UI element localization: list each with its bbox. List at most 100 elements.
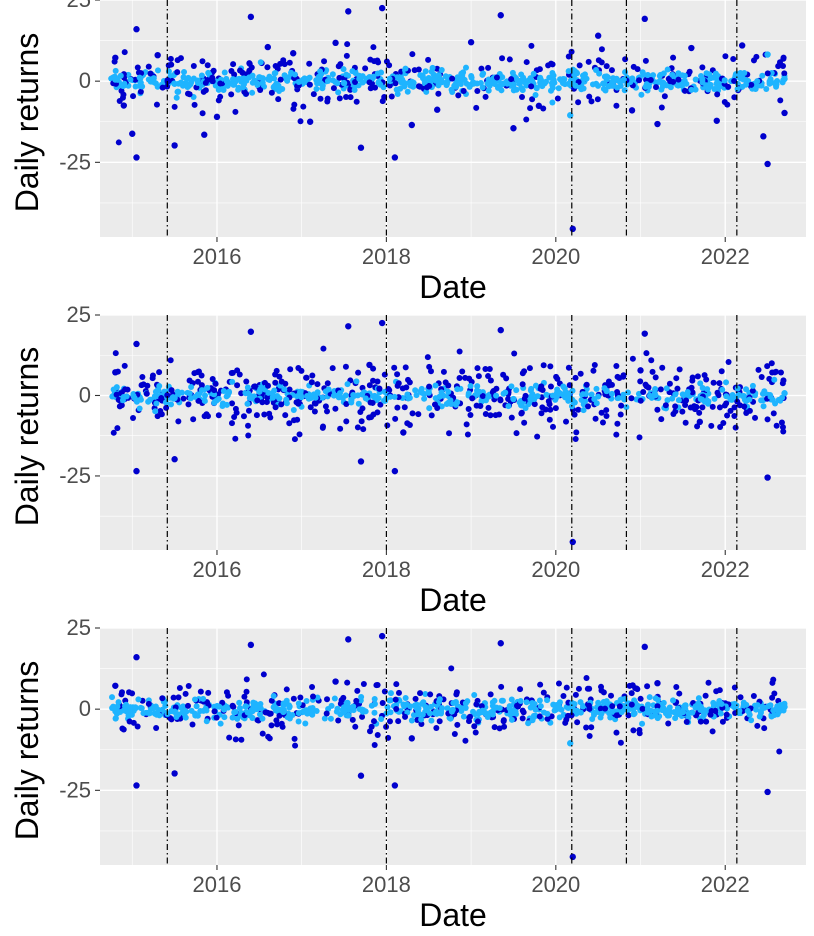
noise-point	[602, 705, 609, 712]
data-point	[781, 703, 788, 711]
data-point	[256, 74, 263, 81]
x-tick-label: 2018	[362, 557, 411, 582]
noise-point	[209, 376, 216, 383]
noise-point	[135, 696, 142, 703]
noise-point	[694, 373, 701, 380]
noise-point	[426, 82, 433, 89]
noise-point	[387, 690, 394, 697]
noise-point	[386, 718, 393, 725]
noise-point	[546, 416, 553, 423]
noise-point	[674, 385, 681, 392]
noise-point	[198, 387, 205, 394]
noise-point	[278, 401, 285, 408]
data-point	[567, 112, 574, 119]
data-point	[510, 395, 517, 403]
panel-3: 25 0 -25 2016 2018 2020 2022 Date Daily returns	[9, 615, 806, 933]
noise-point	[153, 400, 160, 407]
noise-point	[323, 710, 330, 717]
noise-point	[194, 80, 201, 87]
noise-point	[673, 375, 680, 382]
noise-point	[184, 84, 191, 91]
noise-point	[204, 384, 211, 391]
noise-point	[199, 110, 206, 117]
noise-point	[115, 139, 122, 146]
noise-point	[593, 385, 600, 392]
noise-point	[575, 406, 582, 413]
noise-point	[639, 69, 646, 76]
noise-point	[462, 737, 469, 744]
noise-point	[482, 410, 489, 417]
noise-point	[508, 383, 515, 390]
noise-point	[241, 693, 248, 700]
noise-point	[344, 699, 351, 706]
noise-point	[654, 715, 661, 722]
noise-point	[695, 695, 702, 702]
noise-point	[425, 56, 432, 63]
noise-point	[387, 393, 394, 400]
noise-point	[176, 685, 183, 692]
noise-point	[547, 383, 554, 390]
noise-point	[357, 697, 364, 704]
noise-point	[313, 85, 320, 92]
noise-point	[476, 388, 483, 395]
noise-point	[676, 366, 683, 373]
noise-point	[374, 732, 381, 739]
x-tick-label: 2016	[192, 872, 241, 897]
noise-point	[394, 74, 401, 81]
noise-point	[180, 704, 187, 711]
series-1	[112, 319, 771, 546]
data-point	[628, 107, 636, 114]
noise-point	[327, 715, 334, 722]
noise-point	[167, 55, 174, 62]
noise-point	[295, 365, 302, 372]
noise-point	[120, 393, 127, 400]
noise-point	[215, 97, 222, 104]
noise-point	[628, 395, 635, 402]
noise-point	[591, 361, 598, 368]
noise-point	[278, 378, 285, 385]
noise-point	[216, 703, 223, 710]
noise-point	[563, 418, 570, 425]
noise-point	[121, 362, 128, 369]
noise-point	[669, 395, 676, 402]
noise-point	[352, 79, 359, 86]
noise-point	[191, 101, 198, 108]
noise-point	[264, 709, 271, 716]
noise-point	[293, 399, 300, 406]
noise-point	[243, 378, 250, 385]
noise-point	[147, 396, 154, 403]
noise-point	[665, 720, 672, 727]
noise-point	[367, 85, 374, 92]
noise-point	[249, 714, 256, 721]
noise-point	[692, 76, 699, 83]
noise-point	[295, 700, 302, 707]
noise-point	[474, 365, 481, 372]
noise-point	[373, 682, 380, 689]
noise-point	[163, 404, 170, 411]
noise-point	[386, 75, 393, 82]
noise-point	[703, 396, 710, 403]
noise-point	[407, 81, 414, 88]
noise-point	[210, 67, 217, 74]
data-point	[133, 154, 140, 161]
noise-point	[682, 402, 689, 409]
noise-point	[374, 378, 381, 385]
noise-point	[664, 397, 671, 404]
noise-point	[770, 410, 777, 417]
noise-point	[636, 730, 643, 737]
data-point	[171, 456, 178, 463]
noise-point	[773, 705, 780, 712]
noise-point	[560, 692, 567, 699]
noise-point	[727, 407, 734, 414]
noise-point	[571, 700, 578, 707]
noise-point	[552, 405, 559, 412]
noise-point	[527, 105, 534, 112]
noise-point	[226, 734, 233, 741]
noise-point	[498, 87, 505, 94]
noise-point	[643, 383, 650, 390]
noise-point	[499, 55, 506, 62]
data-point	[357, 772, 365, 779]
data-point	[569, 853, 576, 861]
noise-point	[509, 69, 516, 76]
